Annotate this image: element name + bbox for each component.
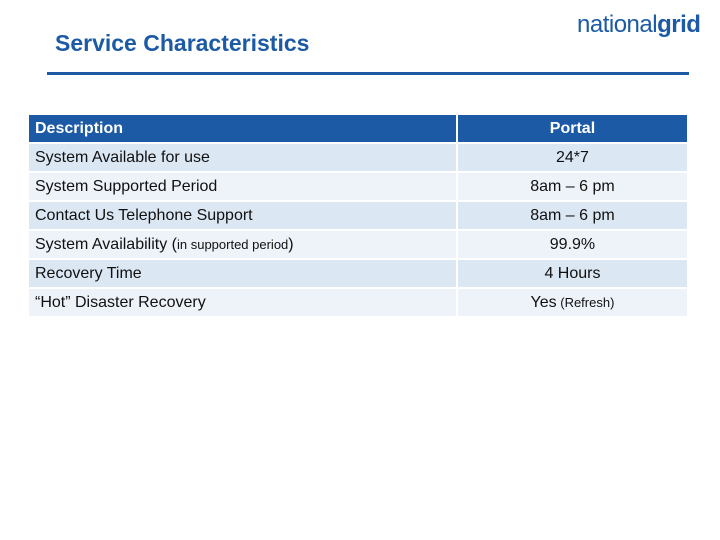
table-row: “Hot” Disaster Recovery Yes (Refresh) <box>29 289 689 318</box>
service-characteristics-table: Description Portal System Available for … <box>29 115 689 318</box>
table-row: Contact Us Telephone Support 8am – 6 pm <box>29 202 689 231</box>
row-description: System Available for use <box>29 144 458 173</box>
row-value: 4 Hours <box>457 260 689 289</box>
row-value: 99.9% <box>457 231 689 260</box>
row-value-text: Yes <box>530 293 557 311</box>
table-header-row: Description Portal <box>29 115 689 144</box>
national-grid-logo: nationalgrid <box>577 11 701 39</box>
table-row: System Supported Period 8am – 6 pm <box>29 173 689 202</box>
table-row: Recovery Time 4 Hours <box>29 260 689 289</box>
table-row: System Availability (in supported period… <box>29 231 689 260</box>
row-description: Contact Us Telephone Support <box>29 202 458 231</box>
title-divider <box>47 72 689 75</box>
row-value: Yes (Refresh) <box>457 289 689 318</box>
row-description: System Availability (in supported period… <box>29 231 458 260</box>
row-value: 8am – 6 pm <box>457 173 689 202</box>
row-description: System Supported Period <box>29 173 458 202</box>
row-description-tail: ) <box>288 235 294 253</box>
row-description: Recovery Time <box>29 260 458 289</box>
table-row: System Available for use 24*7 <box>29 144 689 173</box>
row-value: 8am – 6 pm <box>457 202 689 231</box>
row-value-note: (Refresh) <box>556 294 615 310</box>
row-description: “Hot” Disaster Recovery <box>29 289 458 318</box>
logo-text-light: national <box>577 11 658 38</box>
header-portal: Portal <box>457 115 689 144</box>
row-description-text: System Availability ( <box>35 235 177 253</box>
row-description-note: in supported period <box>176 236 289 252</box>
page-title: Service Characteristics <box>55 30 310 56</box>
row-value: 24*7 <box>457 144 689 173</box>
logo-text-bold: grid <box>657 11 701 38</box>
header-description: Description <box>29 115 458 144</box>
